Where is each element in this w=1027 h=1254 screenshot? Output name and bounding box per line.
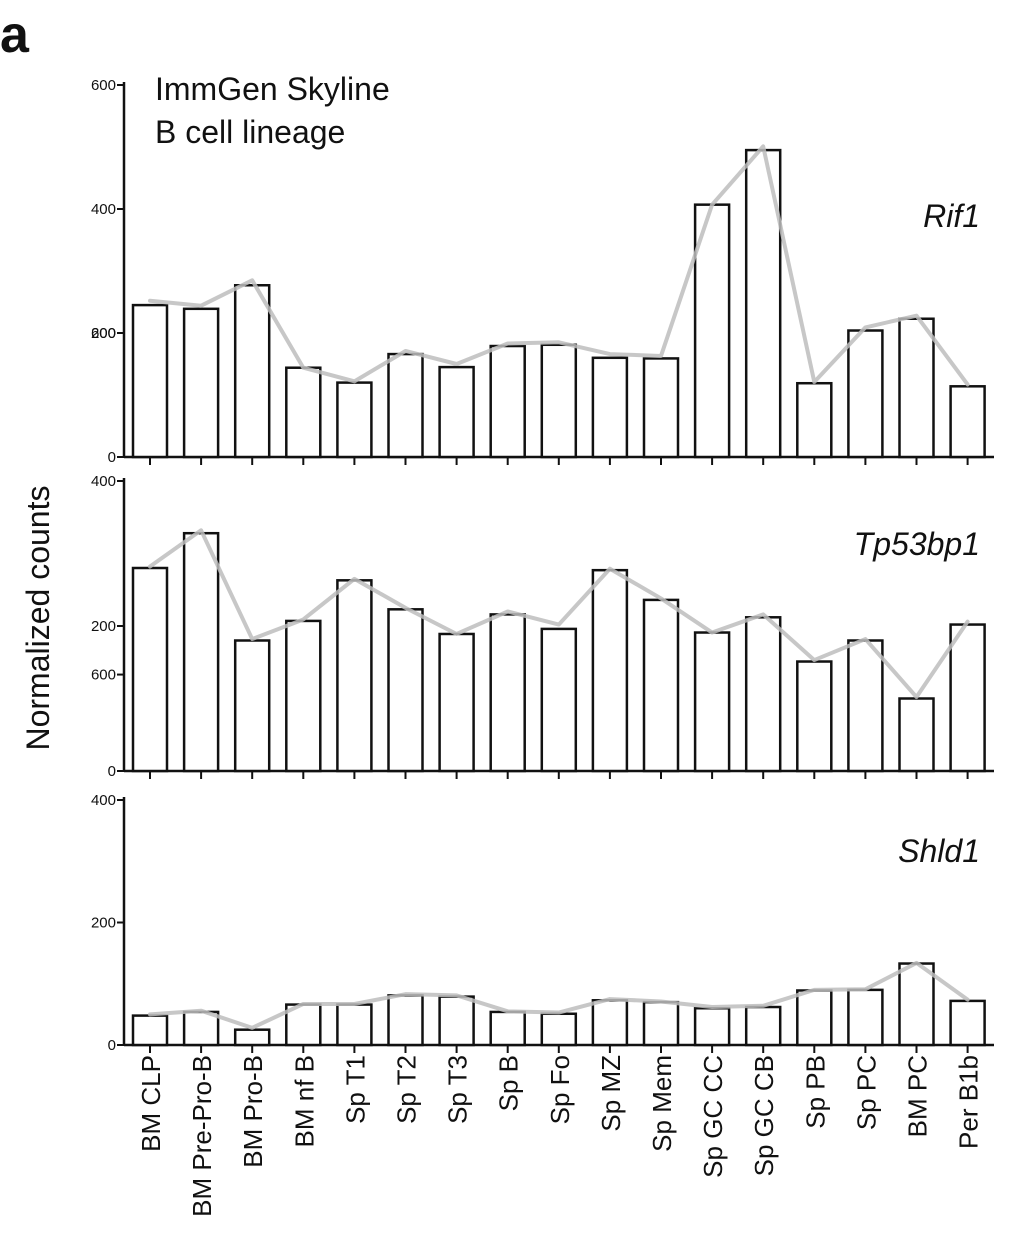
x-tick-label: Per B1b	[954, 1055, 984, 1149]
y-tick-label: 600	[91, 325, 116, 342]
y-tick-label: 0	[108, 449, 116, 466]
bar	[949, 999, 986, 1047]
bar	[131, 303, 169, 459]
y-tick-label: 400	[91, 792, 116, 809]
y-tick-label: 0	[108, 1037, 116, 1054]
panel-letter: a	[0, 6, 30, 64]
bar	[438, 365, 475, 459]
x-tick-label: Sp PC	[851, 1055, 881, 1130]
trend-line	[148, 144, 970, 387]
bar	[336, 579, 373, 773]
bar	[796, 381, 833, 459]
bar	[642, 598, 680, 773]
plot-area: 0200600400600Rif10600200400Tp53bp1020040…	[91, 77, 994, 1054]
bar	[182, 531, 220, 773]
bar	[847, 639, 884, 773]
bar	[438, 995, 475, 1047]
bar	[540, 627, 578, 773]
x-tick-label: Sp Fo	[545, 1055, 575, 1124]
x-tick-label: Sp B	[494, 1055, 524, 1111]
bar	[285, 619, 322, 773]
gene-label: Rif1	[923, 198, 980, 234]
y-tick-label: 200	[91, 325, 116, 342]
x-tick-label: Sp Mem	[647, 1055, 677, 1152]
bar	[847, 988, 884, 1047]
bar	[949, 385, 986, 459]
bar	[693, 1007, 731, 1047]
bar	[693, 631, 731, 773]
bar	[744, 616, 782, 773]
x-tick-label: Sp PB	[800, 1055, 830, 1129]
x-tick-label: Sp MZ	[596, 1055, 626, 1132]
bar	[233, 639, 271, 773]
y-tick-label: 400	[91, 473, 116, 490]
bar	[898, 317, 935, 459]
y-tick-label: 0	[108, 763, 116, 780]
bar	[387, 608, 424, 773]
bar	[387, 352, 424, 459]
bar	[591, 999, 629, 1047]
bar	[489, 613, 526, 773]
bar	[489, 344, 526, 459]
bar	[540, 1012, 578, 1047]
chart-title-line1: ImmGen Skyline	[155, 71, 390, 107]
bar	[642, 1000, 680, 1047]
bar	[591, 568, 629, 773]
bar	[540, 343, 578, 459]
x-tick-label: Sp T1	[340, 1055, 370, 1124]
bar	[438, 632, 475, 773]
bar	[233, 1028, 271, 1047]
bar	[489, 1010, 526, 1047]
gene-label: Shld1	[898, 833, 980, 869]
x-tick-label: BM nf B	[289, 1055, 319, 1147]
y-tick-label: 200	[91, 618, 116, 635]
x-tick-label: Sp T3	[443, 1055, 473, 1124]
bar	[693, 203, 731, 459]
bar	[131, 1014, 169, 1047]
bar	[796, 989, 833, 1047]
bar	[949, 623, 986, 773]
x-tick-label: Sp T2	[392, 1055, 422, 1124]
bar	[898, 697, 935, 773]
gene-label: Tp53bp1	[854, 526, 980, 562]
x-axis-labels: BM CLP BM Pre-Pro-B BM Pro-B BM nf B Sp T1 Sp…	[136, 1055, 984, 1217]
y-tick-label: 600	[91, 667, 116, 684]
x-tick-label: BM Pre-Pro-B	[187, 1055, 217, 1217]
bar	[847, 329, 884, 459]
bar	[796, 660, 833, 773]
bar	[182, 1010, 220, 1047]
panel-tp53bp1: 0 600 200 400 Tp53bp1	[91, 473, 994, 780]
trend-line	[148, 528, 970, 700]
bar	[744, 1005, 782, 1047]
bar	[182, 307, 220, 459]
bar	[285, 366, 322, 459]
chart-title-line2: B cell lineage	[155, 114, 345, 150]
bar	[336, 1003, 373, 1047]
bar	[591, 356, 629, 459]
bar	[642, 357, 680, 459]
x-tick-label: BM PC	[903, 1055, 933, 1137]
panel-shld1: 0 200 400 Shld1	[91, 792, 994, 1054]
bar	[336, 381, 373, 459]
y-tick-label: 400	[91, 201, 116, 218]
bar	[387, 994, 424, 1047]
y-axis-label: Normalized counts	[20, 486, 56, 751]
bar	[131, 566, 169, 773]
bar	[898, 962, 935, 1047]
x-tick-label: Sp GC CB	[749, 1055, 779, 1176]
x-tick-label: BM CLP	[136, 1055, 166, 1152]
x-tick-label: BM Pro-B	[238, 1055, 268, 1168]
x-tick-label: Sp GC CC	[698, 1055, 728, 1178]
trend-line	[148, 960, 970, 1030]
bar	[233, 284, 271, 459]
y-tick-label: 600	[91, 77, 116, 94]
y-tick-label: 200	[91, 915, 116, 932]
